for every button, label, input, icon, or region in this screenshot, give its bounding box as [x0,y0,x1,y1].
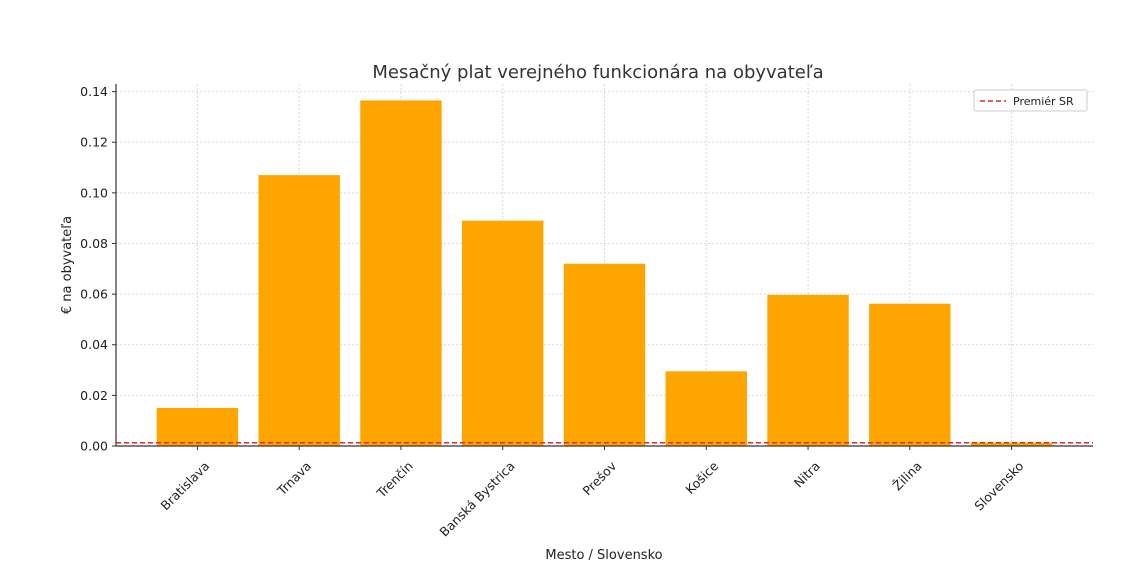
bar-9 [970,442,1053,446]
y-tick-label: 0.02 [80,388,108,403]
y-tick-label: 0.10 [80,185,108,200]
x-tick-label: Nitra [791,458,823,490]
bar-5 [563,263,646,446]
x-tick-label: Prešov [579,458,619,498]
bar-7 [767,294,849,446]
y-tick-labels: 0.00 0.02 0.04 0.06 0.08 0.10 0.12 0.14 [80,84,116,454]
y-axis-label: € na obyvateľa [60,216,75,314]
x-tick-label: Slovensko [971,458,1026,513]
y-tick-label: 0.06 [80,287,108,302]
y-tick-label: 0.08 [80,236,108,251]
bars [156,100,1053,447]
y-tick-label: 0.00 [80,439,108,454]
x-tick-label: Žilina [890,458,925,493]
bar-1 [156,408,239,446]
x-axis-label: Mesto / Slovensko [545,548,662,563]
y-tick-label: 0.04 [80,337,108,352]
x-tick-labels: Bratislava Trnava Trenčín Banská Bystrica Pr… [158,446,1026,540]
y-tick-label: 0.14 [80,84,108,99]
bar-6 [665,371,747,446]
chart-title: Mesačný plat verejného funkcionára na ob… [372,62,823,83]
legend-entry-premier: Premiér SR [1013,95,1074,108]
x-tick-label: Trenčín [373,458,416,501]
x-tick-label: Trnava [274,458,315,499]
bar-3 [360,100,442,447]
x-tick-label: Košice [682,458,721,497]
x-tick-label: Banská Bystrica [436,458,517,539]
bar-4 [462,220,544,446]
bar-2 [258,175,340,446]
legend-box [973,89,1088,112]
y-tick-label: 0.12 [80,135,108,150]
bar-8 [869,303,951,446]
legend: Premiér SR [973,89,1088,112]
x-tick-label: Bratislava [158,458,213,513]
